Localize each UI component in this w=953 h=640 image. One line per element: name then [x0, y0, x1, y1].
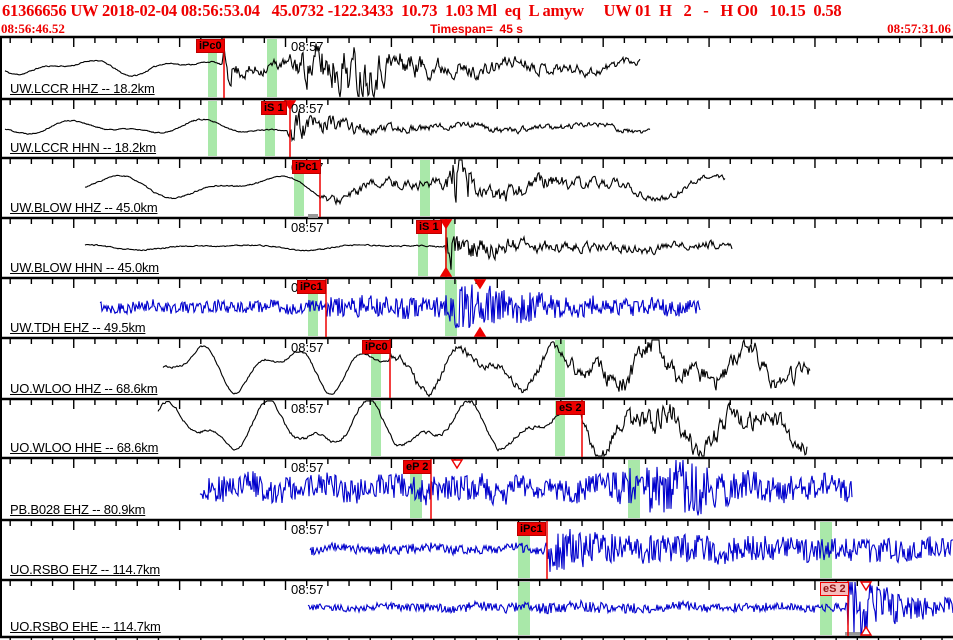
timespan-label: Timespan= 45 s	[430, 22, 523, 36]
pick-flag[interactable]: iPc1	[297, 280, 326, 294]
pick-flag[interactable]: iPc1	[292, 160, 321, 174]
waveform-trace-1[interactable]	[4, 111, 651, 143]
pick-marker-icon[interactable]	[859, 581, 873, 592]
pick-marker-icon[interactable]	[859, 625, 873, 636]
pick-flag[interactable]: iS 1	[261, 101, 287, 115]
pick-flag[interactable]: iS 1	[416, 220, 442, 234]
trace-grid-lines	[0, 35, 953, 640]
waveform-trace-5[interactable]	[162, 338, 811, 398]
waveform-trace-3[interactable]	[84, 235, 733, 270]
green-highlight-bands	[208, 39, 832, 635]
pick-flag[interactable]: eS 2	[556, 401, 585, 415]
waveforms[interactable]	[4, 43, 953, 636]
pick-lines[interactable]	[223, 38, 873, 636]
pick-marker-icon[interactable]	[439, 266, 453, 277]
pick-marker-icon[interactable]	[283, 100, 297, 111]
waveform-trace-9[interactable]	[307, 581, 953, 636]
window-end-time: 08:57:31.06	[887, 21, 951, 36]
waveform-trace-8[interactable]	[309, 528, 953, 572]
waveform-trace-7[interactable]	[199, 459, 853, 516]
pick-flag[interactable]: eS 2	[820, 582, 849, 596]
pick-flag[interactable]: iPc0	[196, 39, 225, 53]
pick-marker-icon[interactable]	[450, 459, 464, 470]
waveform-trace-4[interactable]	[99, 284, 701, 329]
pick-marker-icon[interactable]	[473, 326, 487, 337]
pick-flag[interactable]: iPc0	[362, 340, 391, 354]
pick-marker-icon[interactable]	[439, 219, 453, 230]
waveform-trace-6[interactable]	[157, 400, 808, 458]
waveform-trace-2[interactable]	[84, 159, 726, 206]
window-start-time: 08:56:46.52	[1, 21, 65, 36]
time-window-header: 08:56:46.52 Timespan= 45 s 08:57:31.06	[0, 21, 953, 36]
waveform-trace-0[interactable]	[4, 43, 641, 99]
pick-flag[interactable]: eP 2	[403, 460, 432, 474]
pick-marker-icon[interactable]	[473, 279, 487, 290]
gray-marks	[308, 214, 861, 636]
pick-flag[interactable]: iPc1	[517, 522, 546, 536]
event-header: 61366656 UW 2018-02-04 08:56:53.04 45.07…	[2, 1, 842, 20]
